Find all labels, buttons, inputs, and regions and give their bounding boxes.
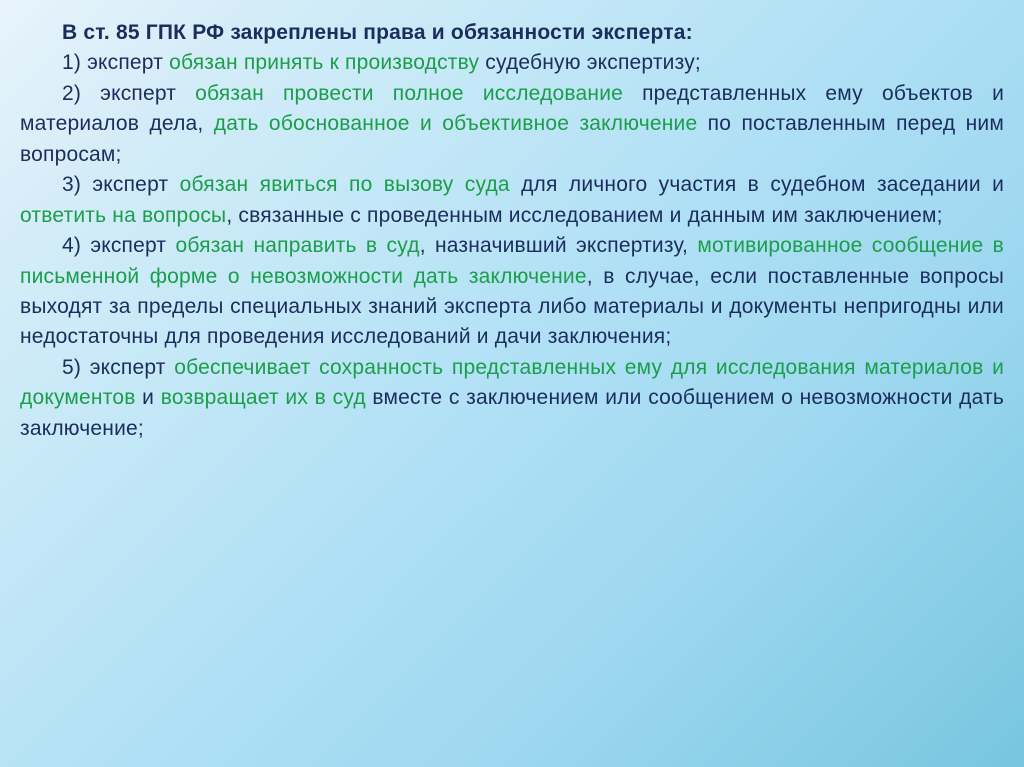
list-item-1: 1) эксперт обязан принять к производству… bbox=[20, 48, 1004, 78]
text-run: для личного участия в судебном заседании… bbox=[510, 173, 1004, 196]
text-run: обязан провести полное исследование bbox=[195, 82, 623, 105]
text-run: обязан явиться по вызову суда bbox=[180, 173, 510, 196]
item-number: 2) bbox=[62, 82, 100, 105]
item-number: 5) bbox=[62, 356, 90, 379]
text-run: судебную экспертизу; bbox=[479, 51, 701, 74]
text-run: возвращает их в суд bbox=[161, 386, 366, 409]
text-run: эксперт bbox=[90, 356, 175, 379]
item-number: 1) bbox=[62, 51, 87, 74]
text-run: эксперт bbox=[92, 173, 179, 196]
text-run: , назначивший экспертизу, bbox=[420, 234, 698, 257]
text-run: дать обоснованное и объективное заключен… bbox=[214, 112, 698, 135]
list-item-2: 2) эксперт обязан провести полное исслед… bbox=[20, 79, 1004, 170]
text-run: и bbox=[136, 386, 161, 409]
item-number: 3) bbox=[62, 173, 92, 196]
text-run: обязан направить в суд bbox=[175, 234, 419, 257]
list-item-3: 3) эксперт обязан явиться по вызову суда… bbox=[20, 170, 1004, 231]
item-number: 4) bbox=[62, 234, 90, 257]
heading: В ст. 85 ГПК РФ закреплены права и обяза… bbox=[20, 18, 1004, 48]
text-run: обязан принять к производству bbox=[169, 51, 479, 74]
text-run: , связанные с проведенным исследованием … bbox=[226, 204, 942, 227]
text-run: эксперт bbox=[87, 51, 169, 74]
text-run: эксперт bbox=[90, 234, 175, 257]
text-content: В ст. 85 ГПК РФ закреплены права и обяза… bbox=[20, 18, 1004, 444]
list-item-5: 5) эксперт обеспечивает сохранность пред… bbox=[20, 353, 1004, 444]
text-run: ответить на вопросы bbox=[20, 204, 226, 227]
list-item-4: 4) эксперт обязан направить в суд, назна… bbox=[20, 231, 1004, 353]
text-run: эксперт bbox=[100, 82, 195, 105]
